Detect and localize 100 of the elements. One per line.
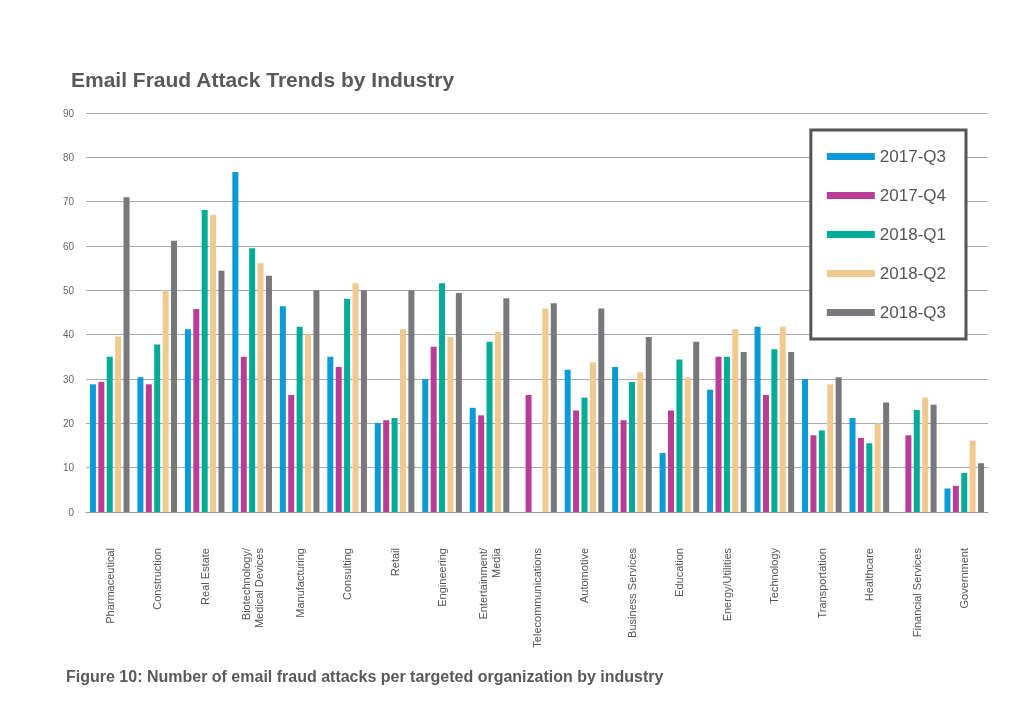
x-tick-label: Retail: [388, 548, 401, 577]
bar: [218, 270, 225, 512]
y-tick-label: 20: [62, 417, 75, 429]
bar: [564, 369, 571, 512]
caption: Figure 10: Number of email fraud attacks per targeted organization by industry: [66, 667, 664, 685]
bar: [478, 415, 485, 512]
bar: [707, 389, 714, 512]
bar: [383, 420, 390, 512]
bar: [288, 394, 295, 512]
bar: [930, 404, 937, 512]
y-tick-label: 60: [62, 240, 75, 252]
x-tick-label: Healthcare: [863, 548, 876, 602]
bar: [589, 362, 596, 512]
y-tick-label: 0: [68, 506, 75, 518]
bar: [788, 351, 795, 512]
legend-label: 2018-Q2: [879, 264, 947, 283]
bar: [550, 303, 557, 512]
bar: [137, 377, 144, 512]
x-tick-label: Entertainment/ Media: [477, 547, 503, 620]
bar: [154, 344, 161, 512]
y-tick-label: 10: [62, 462, 75, 474]
bar: [171, 240, 178, 512]
bar: [210, 214, 217, 512]
x-tick-label: Energy/Utilities: [720, 547, 733, 622]
bar: [952, 485, 959, 512]
bar: [503, 298, 510, 512]
bar: [115, 336, 122, 512]
bar: [715, 356, 722, 512]
legend-label: 2017-Q4: [879, 186, 947, 205]
bar: [257, 263, 264, 512]
bar: [849, 418, 856, 512]
bar: [305, 334, 312, 512]
legend-label: 2017-Q3: [879, 147, 947, 166]
bar: [240, 356, 247, 512]
bar: [620, 420, 627, 512]
bar: [279, 306, 286, 512]
x-tick-label: Engineering: [436, 548, 449, 607]
y-tick-label: 80: [62, 151, 75, 163]
bar: [439, 283, 446, 512]
bar: [313, 290, 320, 512]
bar: [723, 356, 730, 512]
bar: [628, 382, 635, 512]
bar: [978, 463, 985, 512]
bar: [430, 346, 437, 512]
bar: [581, 397, 588, 512]
y-tick-label: 30: [62, 373, 75, 385]
bar: [145, 384, 152, 512]
bar: [771, 349, 778, 512]
bar: [810, 435, 817, 512]
bar: [399, 329, 406, 512]
x-tick-label: Telecommunications: [531, 547, 543, 648]
bar: [659, 453, 666, 512]
bar: [447, 336, 454, 512]
bar: [857, 437, 864, 512]
y-tick-label: 50: [62, 284, 75, 296]
bar: [874, 423, 881, 512]
x-tick-label: Biotechnology/ Medical Devices: [239, 547, 265, 629]
x-tick-label: Business Services: [625, 547, 638, 638]
bar: [123, 197, 130, 512]
x-tick-label: Pharmaceutical: [103, 548, 116, 624]
bar: [265, 275, 272, 512]
x-tick-label: Technology: [768, 547, 781, 604]
bar: [391, 418, 398, 512]
bar: [360, 290, 367, 512]
bar: [684, 377, 691, 512]
bar: [969, 440, 976, 512]
bar: [374, 422, 381, 512]
bar: [922, 397, 929, 512]
bar: [162, 290, 169, 512]
bar: [883, 402, 890, 512]
bar: [598, 308, 605, 512]
legend-label: 2018-Q1: [879, 225, 947, 244]
chart-title: Email Fraud Attack Trends by Industry: [71, 68, 455, 91]
bar: [676, 359, 683, 512]
x-tick-label: Real Estate: [198, 548, 211, 605]
bar: [818, 430, 825, 512]
bar: [232, 171, 239, 512]
bar: [184, 329, 191, 512]
x-tick-label: Automotive: [578, 548, 591, 604]
bar: [645, 336, 652, 512]
bar: [542, 308, 549, 512]
bar: [89, 384, 96, 512]
bar: [637, 372, 644, 512]
bar: [866, 443, 873, 512]
bar: [732, 329, 739, 512]
x-tick-label: Financial Services: [910, 547, 923, 638]
bar: [296, 326, 303, 512]
bar: [335, 367, 342, 512]
legend-label: 2018-Q3: [879, 303, 947, 322]
bar: [779, 326, 786, 512]
x-tick-label: Transportation: [815, 548, 828, 619]
bar: [98, 382, 105, 512]
bar: [612, 367, 619, 512]
bar: [249, 248, 256, 512]
bar: [455, 292, 462, 512]
y-tick-label: 40: [62, 329, 75, 341]
bar: [573, 410, 580, 512]
bar: [106, 356, 113, 512]
bar: [193, 308, 200, 512]
bar: [486, 341, 493, 512]
